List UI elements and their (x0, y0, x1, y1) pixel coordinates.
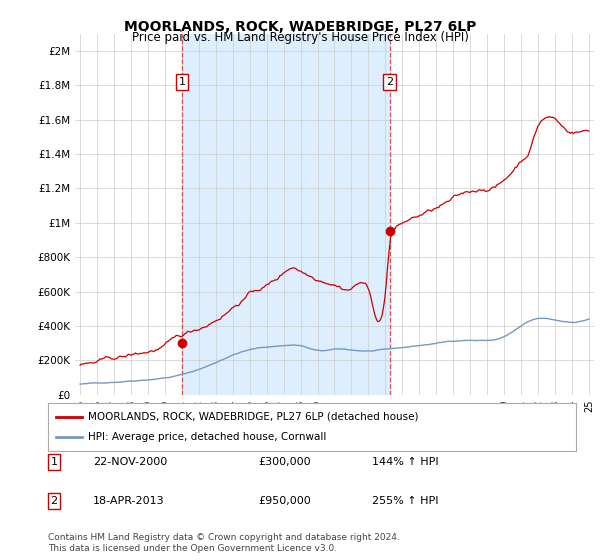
Text: 2: 2 (50, 496, 58, 506)
Text: 1: 1 (50, 457, 58, 467)
Text: £300,000: £300,000 (258, 457, 311, 467)
Text: HPI: Average price, detached house, Cornwall: HPI: Average price, detached house, Corn… (88, 432, 326, 442)
Text: Contains HM Land Registry data © Crown copyright and database right 2024.
This d: Contains HM Land Registry data © Crown c… (48, 533, 400, 553)
Text: MOORLANDS, ROCK, WADEBRIDGE, PL27 6LP (detached house): MOORLANDS, ROCK, WADEBRIDGE, PL27 6LP (d… (88, 412, 418, 422)
Text: 144% ↑ HPI: 144% ↑ HPI (372, 457, 439, 467)
Text: Price paid vs. HM Land Registry's House Price Index (HPI): Price paid vs. HM Land Registry's House … (131, 31, 469, 44)
Bar (182, 34, 389, 395)
Text: 1: 1 (178, 77, 185, 87)
Text: 18-APR-2013: 18-APR-2013 (93, 496, 164, 506)
Text: 255% ↑ HPI: 255% ↑ HPI (372, 496, 439, 506)
Text: MOORLANDS, ROCK, WADEBRIDGE, PL27 6LP: MOORLANDS, ROCK, WADEBRIDGE, PL27 6LP (124, 20, 476, 34)
Text: 2: 2 (386, 77, 393, 87)
Text: £950,000: £950,000 (258, 496, 311, 506)
Text: 22-NOV-2000: 22-NOV-2000 (93, 457, 167, 467)
